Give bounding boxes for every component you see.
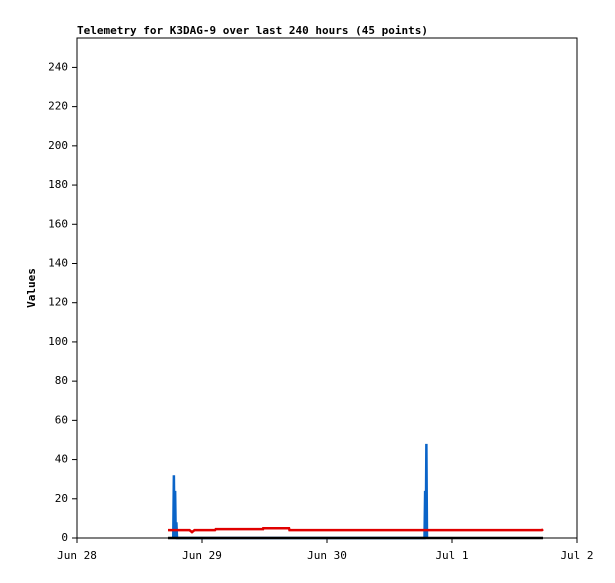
y-tick-label: 60 xyxy=(55,413,68,426)
series-line xyxy=(172,443,429,540)
y-tick-label: 20 xyxy=(55,492,68,505)
y-tick-label: 140 xyxy=(48,256,68,269)
x-tick-label: Jun 30 xyxy=(307,549,347,562)
y-tick-label: 80 xyxy=(55,374,68,387)
y-tick-label: 100 xyxy=(48,335,68,348)
x-tick-label: Jul 1 xyxy=(435,549,468,562)
plot-frame xyxy=(76,37,578,539)
chart-title: Telemetry for K3DAG-9 over last 240 hour… xyxy=(77,24,428,37)
series-line xyxy=(168,526,544,534)
y-tick-label: 160 xyxy=(48,217,68,230)
y-tick-label: 180 xyxy=(48,178,68,191)
x-tick-label: Jun 29 xyxy=(182,549,222,562)
y-tick-label: 40 xyxy=(55,453,68,466)
y-tick-label: 220 xyxy=(48,100,68,113)
y-axis-label: Values xyxy=(25,268,38,308)
y-tick-label: 240 xyxy=(48,60,68,73)
x-tick-label: Jul 2 xyxy=(560,549,593,562)
x-tick-label: Jun 28 xyxy=(57,549,97,562)
y-tick-label: 0 xyxy=(61,531,68,544)
y-tick-label: 200 xyxy=(48,139,68,152)
y-tick-label: 120 xyxy=(48,296,68,309)
